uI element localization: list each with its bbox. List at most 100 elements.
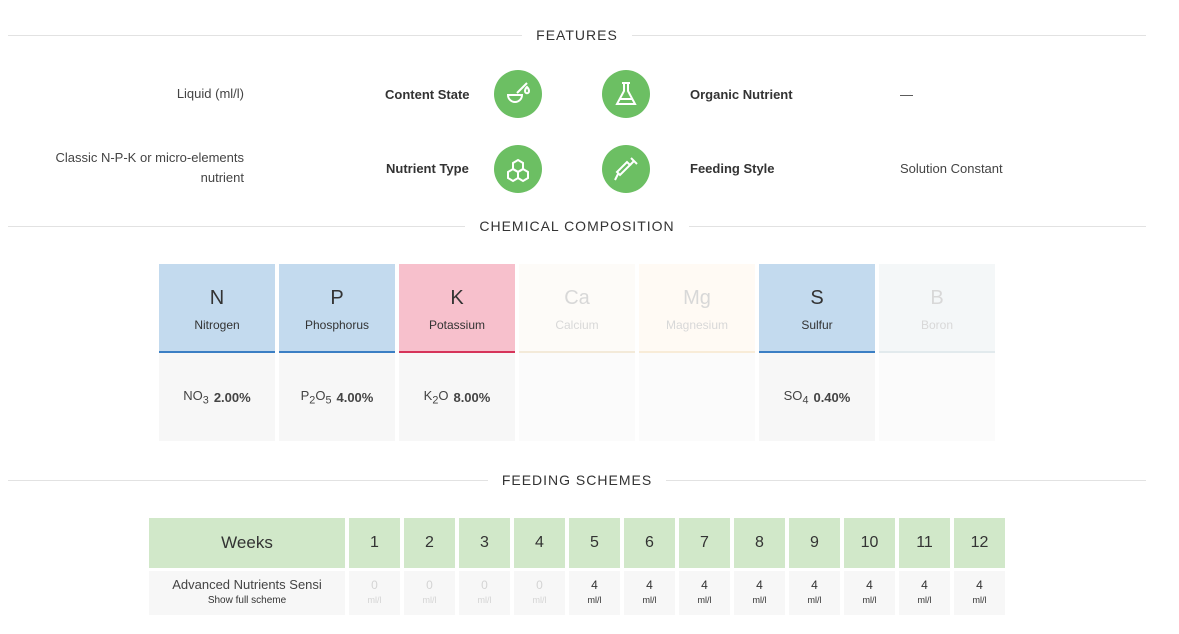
week-header: 10 xyxy=(844,518,895,568)
feeding-heading: FEEDING SCHEMES xyxy=(487,472,667,488)
molecule-icon xyxy=(494,145,542,193)
element-name: Potassium xyxy=(428,318,486,332)
dose-unit: ml/l xyxy=(532,595,547,605)
dose-value: 4 xyxy=(866,578,873,592)
product-cell: Advanced Nutrients Sensi Show full schem… xyxy=(149,571,345,615)
nutrient-type-value-line1: Classic N-P-K or micro-elements xyxy=(55,150,244,165)
element-potassium: K Potassium K2O 8.00% xyxy=(399,264,515,441)
element-boron: B Boron xyxy=(879,264,995,441)
week-header: 8 xyxy=(734,518,785,568)
dose-cell: 4 ml/l xyxy=(679,571,730,615)
dose-cell: 0 ml/l xyxy=(349,571,400,615)
dose-value: 0 xyxy=(426,578,433,592)
element-name: Boron xyxy=(920,318,954,332)
dose-cell: 4 ml/l xyxy=(624,571,675,615)
week-header: 1 xyxy=(349,518,400,568)
element-header: Ca Calcium xyxy=(519,264,635,353)
element-symbol: K xyxy=(450,287,464,309)
element-symbol: S xyxy=(810,287,824,309)
element-header: B Boron xyxy=(879,264,995,353)
dose-cell: 4 ml/l xyxy=(954,571,1005,615)
feeding-product-row: Advanced Nutrients Sensi Show full schem… xyxy=(149,571,1005,615)
element-symbol: P xyxy=(330,287,344,309)
nutrient-type-value-line2: nutrient xyxy=(200,170,244,185)
show-full-scheme-link[interactable]: Show full scheme xyxy=(207,595,287,606)
flask-icon xyxy=(602,70,650,118)
element-magnesium: Mg Magnesium xyxy=(639,264,755,441)
week-header: 6 xyxy=(624,518,675,568)
dose-cell: 4 ml/l xyxy=(734,571,785,615)
section-title-chemical: CHEMICAL COMPOSITION xyxy=(8,216,1146,236)
content-state-label: Content State xyxy=(385,87,470,102)
chemical-heading: CHEMICAL COMPOSITION xyxy=(465,218,689,234)
week-header: 4 xyxy=(514,518,565,568)
compound-percent: 4.00% xyxy=(336,389,374,405)
feeding-style-value: Solution Constant xyxy=(900,161,1003,176)
dose-cell: 0 ml/l xyxy=(514,571,565,615)
element-name: Calcium xyxy=(555,318,599,332)
week-header: 3 xyxy=(459,518,510,568)
week-header: 7 xyxy=(679,518,730,568)
element-header: K Potassium xyxy=(399,264,515,353)
element-nitrogen: N Nitrogen NO3 2.00% xyxy=(159,264,275,441)
element-value xyxy=(519,353,635,441)
feeding-header-row: Weeks 1 2 3 4 5 6 7 8 9 10 11 12 xyxy=(149,518,1005,568)
compound-formula: P2O5 xyxy=(300,387,332,407)
compound-percent: 0.40% xyxy=(813,389,851,405)
element-header: Mg Magnesium xyxy=(639,264,755,353)
element-symbol: N xyxy=(209,287,225,309)
dose-value: 4 xyxy=(921,578,928,592)
product-name: Advanced Nutrients Sensi xyxy=(172,577,322,592)
compound-formula: SO4 xyxy=(783,387,809,407)
week-header: 9 xyxy=(789,518,840,568)
weeks-header: Weeks xyxy=(149,518,345,568)
compound-percent: 8.00% xyxy=(453,389,491,405)
dose-unit: ml/l xyxy=(807,595,822,605)
dose-unit: ml/l xyxy=(752,595,767,605)
element-symbol: Mg xyxy=(683,287,711,309)
week-header: 12 xyxy=(954,518,1005,568)
element-name: Phosphorus xyxy=(304,318,370,332)
features-heading: FEATURES xyxy=(522,27,632,43)
week-header: 11 xyxy=(899,518,950,568)
dose-value: 4 xyxy=(701,578,708,592)
dose-cell: 0 ml/l xyxy=(404,571,455,615)
element-value: P2O5 4.00% xyxy=(279,353,395,441)
dose-value: 4 xyxy=(811,578,818,592)
dose-cell: 4 ml/l xyxy=(844,571,895,615)
dose-value: 4 xyxy=(756,578,763,592)
compound-formula: NO3 xyxy=(183,387,209,407)
nutrient-type-value: Classic N-P-K or micro-elements nutrient xyxy=(8,148,244,188)
feeding-style-label: Feeding Style xyxy=(690,161,775,176)
dose-unit: ml/l xyxy=(477,595,492,605)
element-name: Magnesium xyxy=(665,318,729,332)
element-name: Nitrogen xyxy=(194,318,240,332)
element-value: NO3 2.00% xyxy=(159,353,275,441)
dose-unit: ml/l xyxy=(367,595,382,605)
dose-value: 0 xyxy=(481,578,488,592)
element-value: SO4 0.40% xyxy=(759,353,875,441)
element-value: K2O 8.00% xyxy=(399,353,515,441)
dropper-bowl-icon xyxy=(494,70,542,118)
section-title-features: FEATURES xyxy=(8,25,1146,45)
week-header: 5 xyxy=(569,518,620,568)
compound-formula: K2O xyxy=(423,387,449,407)
element-header: P Phosphorus xyxy=(279,264,395,353)
dose-unit: ml/l xyxy=(587,595,602,605)
dose-unit: ml/l xyxy=(917,595,932,605)
content-state-value: Liquid (ml/l) xyxy=(176,86,244,101)
section-title-feeding: FEEDING SCHEMES xyxy=(8,470,1146,490)
syringe-icon xyxy=(602,145,650,193)
dose-cell: 4 ml/l xyxy=(569,571,620,615)
nutrient-type-label: Nutrient Type xyxy=(386,161,469,176)
element-value xyxy=(879,353,995,441)
dose-cell: 4 ml/l xyxy=(899,571,950,615)
dose-unit: ml/l xyxy=(422,595,437,605)
element-symbol: B xyxy=(930,287,944,309)
element-header: S Sulfur xyxy=(759,264,875,353)
element-sulfur: S Sulfur SO4 0.40% xyxy=(759,264,875,441)
element-calcium: Ca Calcium xyxy=(519,264,635,441)
dose-value: 0 xyxy=(536,578,543,592)
element-name: Sulfur xyxy=(801,318,833,332)
dose-unit: ml/l xyxy=(642,595,657,605)
